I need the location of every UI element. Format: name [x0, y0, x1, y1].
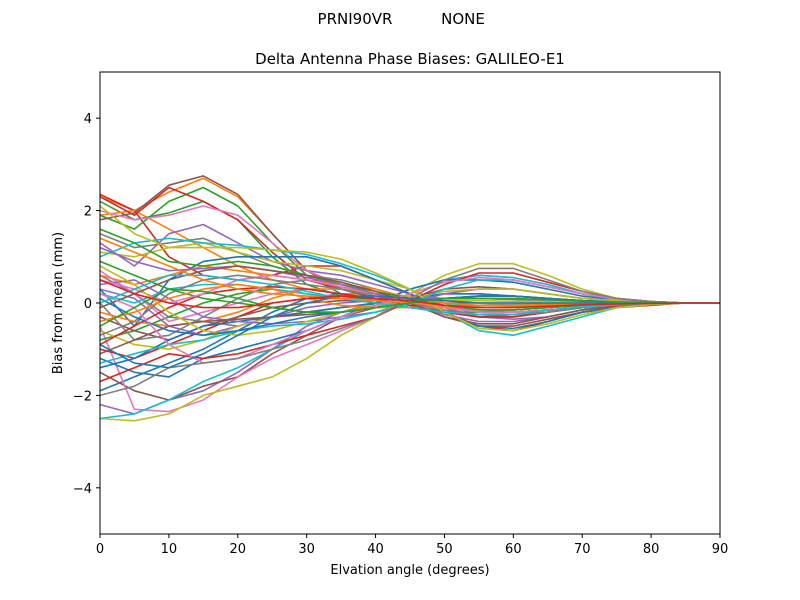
y-tick-label: −2 — [73, 389, 92, 404]
y-tick-label: 4 — [84, 112, 92, 127]
series-line-50 — [100, 274, 720, 316]
x-tick-label: 10 — [161, 542, 178, 557]
y-axis: −4 −2 0 2 4 — [73, 112, 100, 497]
x-tick-label: 50 — [436, 542, 453, 557]
chart-title: Delta Antenna Phase Biases: GALILEO-E1 — [255, 50, 565, 68]
x-tick-label: 20 — [230, 542, 247, 557]
x-axis-label: Elvation angle (degrees) — [330, 563, 489, 578]
x-tick-label: 80 — [643, 542, 660, 557]
series-line-54 — [100, 279, 720, 309]
x-tick-label: 90 — [712, 542, 729, 557]
x-tick-label: 60 — [505, 542, 522, 557]
x-tick-label: 0 — [96, 542, 104, 557]
series-layer — [100, 175, 720, 422]
series-line-53 — [100, 288, 720, 327]
x-tick-label: 30 — [298, 542, 315, 557]
x-tick-label: 40 — [367, 542, 384, 557]
y-tick-label: −4 — [73, 482, 92, 497]
y-tick-label: 2 — [84, 205, 92, 220]
x-axis: 0 10 20 30 40 50 60 70 80 90 — [96, 534, 728, 557]
y-axis-label: Bias from mean (mm) — [51, 232, 66, 374]
series-line-51 — [100, 295, 720, 369]
x-tick-label: 70 — [574, 542, 591, 557]
y-tick-label: 0 — [84, 297, 92, 312]
series-line-49 — [100, 205, 720, 332]
suptitle-left: PRNI90VR — [318, 10, 393, 28]
suptitle-right: NONE — [441, 10, 485, 28]
